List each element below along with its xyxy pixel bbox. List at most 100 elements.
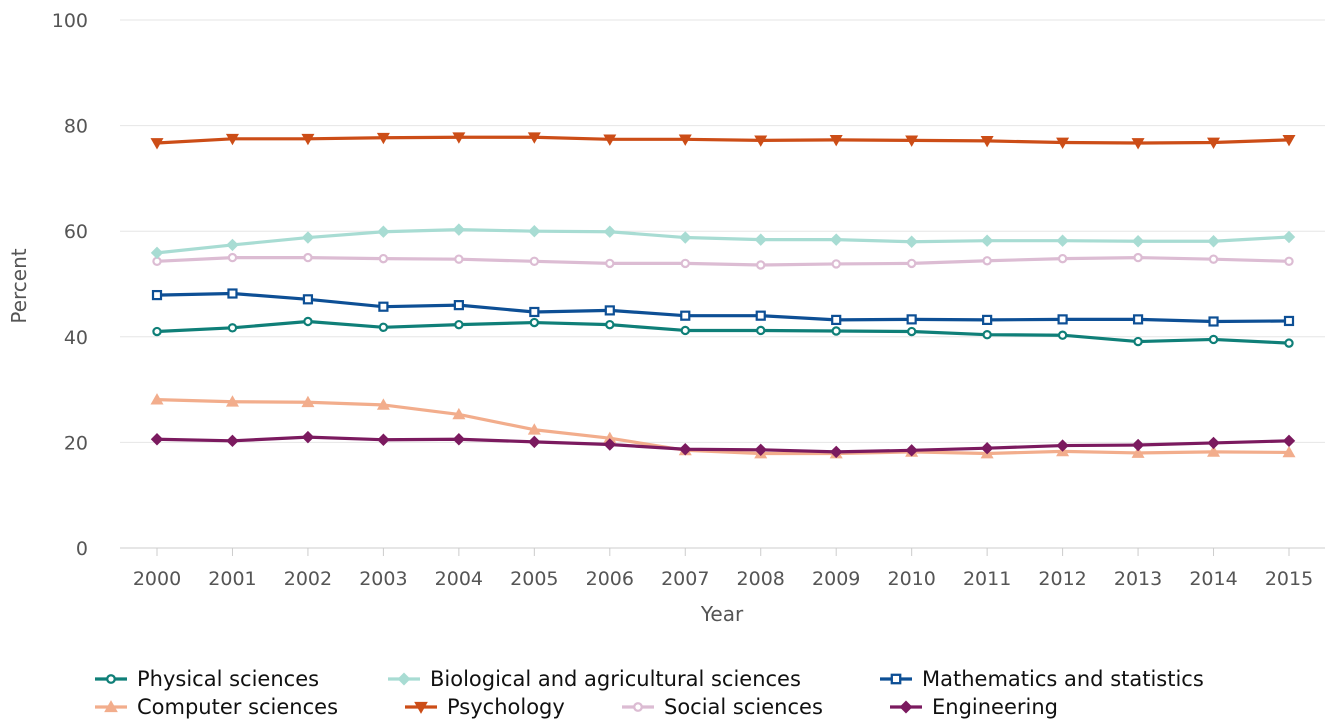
series-line [155, 398, 1291, 456]
legend-label: Computer sciences [137, 695, 338, 719]
series-physical-sciences [152, 316, 1294, 348]
data-point [1057, 330, 1068, 340]
data-point [905, 235, 918, 248]
data-point [906, 326, 917, 337]
data-point [980, 442, 994, 455]
data-point [452, 223, 466, 236]
data-point [1056, 439, 1069, 452]
legend-item: Mathematics and statistics [880, 667, 1204, 691]
data-point [527, 132, 541, 144]
data-point [905, 135, 919, 147]
data-point [226, 238, 239, 252]
x-axis-title: Year [700, 602, 744, 626]
data-point [1284, 256, 1294, 266]
data-point [1131, 235, 1145, 248]
data-point [1208, 334, 1219, 345]
data-point [755, 310, 766, 321]
x-tick-label: 2008 [737, 568, 785, 590]
data-point [453, 300, 464, 311]
series-mathematics-and-statistics [151, 288, 1295, 327]
legend-marker-icon [397, 672, 411, 686]
data-point [1207, 445, 1221, 457]
x-tick-label: 2005 [510, 568, 558, 590]
series-line [155, 256, 1291, 267]
data-point [831, 259, 841, 269]
legend-label: Mathematics and statistics [922, 667, 1204, 691]
data-point [756, 260, 766, 270]
data-point [1131, 446, 1145, 458]
series-psychology [150, 132, 1296, 150]
data-point [1131, 438, 1145, 452]
data-point [528, 224, 541, 238]
data-point [377, 225, 390, 238]
data-point [603, 431, 617, 444]
data-point [303, 316, 313, 327]
data-point [831, 314, 842, 326]
data-point [982, 256, 992, 266]
data-point [151, 289, 163, 301]
legend-item: Engineering [890, 695, 1058, 719]
x-tick-label: 2013 [1114, 568, 1162, 590]
data-point [1207, 235, 1220, 248]
data-point [980, 136, 994, 148]
x-tick-label: 2015 [1265, 568, 1313, 590]
data-point [150, 138, 164, 150]
data-point [528, 435, 541, 449]
data-point [301, 395, 315, 408]
data-point [150, 393, 164, 405]
data-point [225, 133, 239, 146]
data-point [378, 253, 389, 264]
data-point [454, 254, 464, 264]
data-point [529, 256, 540, 266]
data-point [1057, 314, 1068, 325]
data-point [302, 294, 314, 305]
y-tick-label: 0 [76, 538, 88, 560]
data-point [301, 430, 315, 444]
data-point [529, 317, 540, 328]
data-point [1282, 434, 1296, 448]
series-engineering [150, 430, 1296, 459]
data-point [1208, 254, 1219, 264]
series-layer [150, 132, 1296, 459]
y-tick-label: 100 [52, 10, 88, 32]
data-point [829, 233, 843, 246]
legend-marker-icon [633, 702, 643, 712]
x-tick-label: 2011 [963, 568, 1011, 590]
data-point [754, 443, 767, 456]
data-point [754, 135, 768, 147]
data-point [1131, 138, 1145, 150]
data-point [227, 252, 238, 263]
data-point [679, 443, 692, 456]
data-point [680, 325, 690, 336]
x-tick-label: 2006 [586, 568, 634, 590]
data-point [225, 395, 239, 407]
x-tick-label: 2010 [887, 568, 935, 590]
data-point [454, 319, 464, 330]
data-point [1133, 336, 1143, 347]
data-point [303, 252, 313, 263]
series-social-sciences [152, 252, 1294, 270]
data-point [227, 288, 238, 299]
legend-marker-icon [414, 701, 428, 714]
data-point [603, 134, 617, 146]
legend: Physical sciences Biological and agricult… [95, 667, 1204, 719]
series-line [155, 319, 1291, 345]
legend-item: Biological and agricultural sciences [388, 667, 801, 691]
data-point [980, 234, 994, 247]
legend-label: Psychology [447, 695, 565, 719]
data-point [829, 445, 843, 459]
data-point [452, 132, 466, 144]
x-tick-label: 2014 [1189, 568, 1237, 590]
data-point [378, 301, 389, 312]
x-axis-ticks: 2000 2001 2002 2003 2004 2005 2006 2007 2008 2009… [133, 548, 1313, 590]
data-point [604, 305, 615, 316]
data-point [226, 434, 239, 448]
data-point [754, 233, 767, 246]
data-point [376, 398, 390, 410]
data-point [603, 438, 617, 451]
x-tick-label: 2009 [812, 568, 860, 590]
data-point [1282, 230, 1296, 244]
y-tick-label: 60 [64, 221, 88, 243]
y-gridlines [120, 19, 1325, 443]
